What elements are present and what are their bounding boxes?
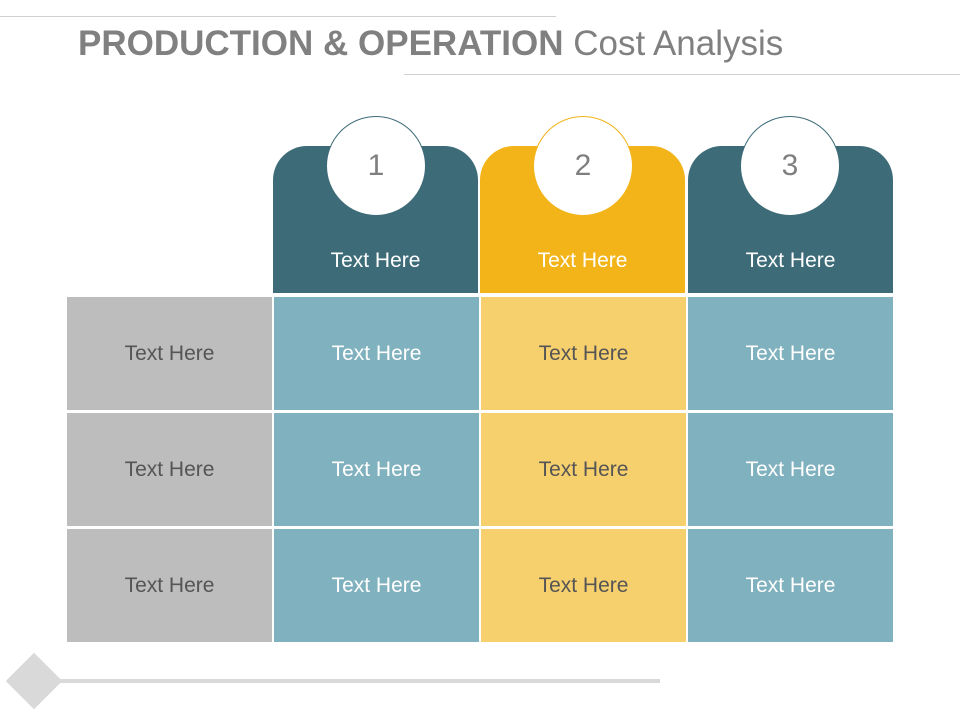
table-cell: Text Here: [481, 529, 686, 642]
column-header-label: Text Here: [537, 249, 628, 272]
top-divider-line: [0, 16, 556, 17]
row-label-1: Text Here: [67, 297, 272, 410]
table-cell: Text Here: [274, 297, 479, 410]
footer-line: [40, 679, 660, 683]
title-bold-part: PRODUCTION & OPERATION: [78, 24, 564, 63]
page-title: PRODUCTION & OPERATION Cost Analysis: [78, 24, 783, 64]
column-header-3: Text Here: [688, 146, 893, 293]
column-header-label: Text Here: [745, 249, 836, 272]
title-light-part: Cost Analysis: [563, 24, 784, 63]
table-cell: Text Here: [274, 529, 479, 642]
step-number-circle: 2: [533, 116, 633, 216]
title-underline: [404, 74, 960, 75]
table-cell: Text Here: [481, 413, 686, 526]
row-label-3: Text Here: [67, 529, 272, 642]
table-cell: Text Here: [274, 413, 479, 526]
step-number-circle: 1: [326, 116, 426, 216]
column-header-label: Text Here: [330, 249, 421, 272]
table-cell: Text Here: [481, 297, 686, 410]
table-cell: Text Here: [688, 297, 893, 410]
table-cell: Text Here: [688, 413, 893, 526]
step-number-circle: 3: [740, 116, 840, 216]
row-label-2: Text Here: [67, 413, 272, 526]
diamond-icon: [5, 652, 63, 710]
table-cell: Text Here: [688, 529, 893, 642]
